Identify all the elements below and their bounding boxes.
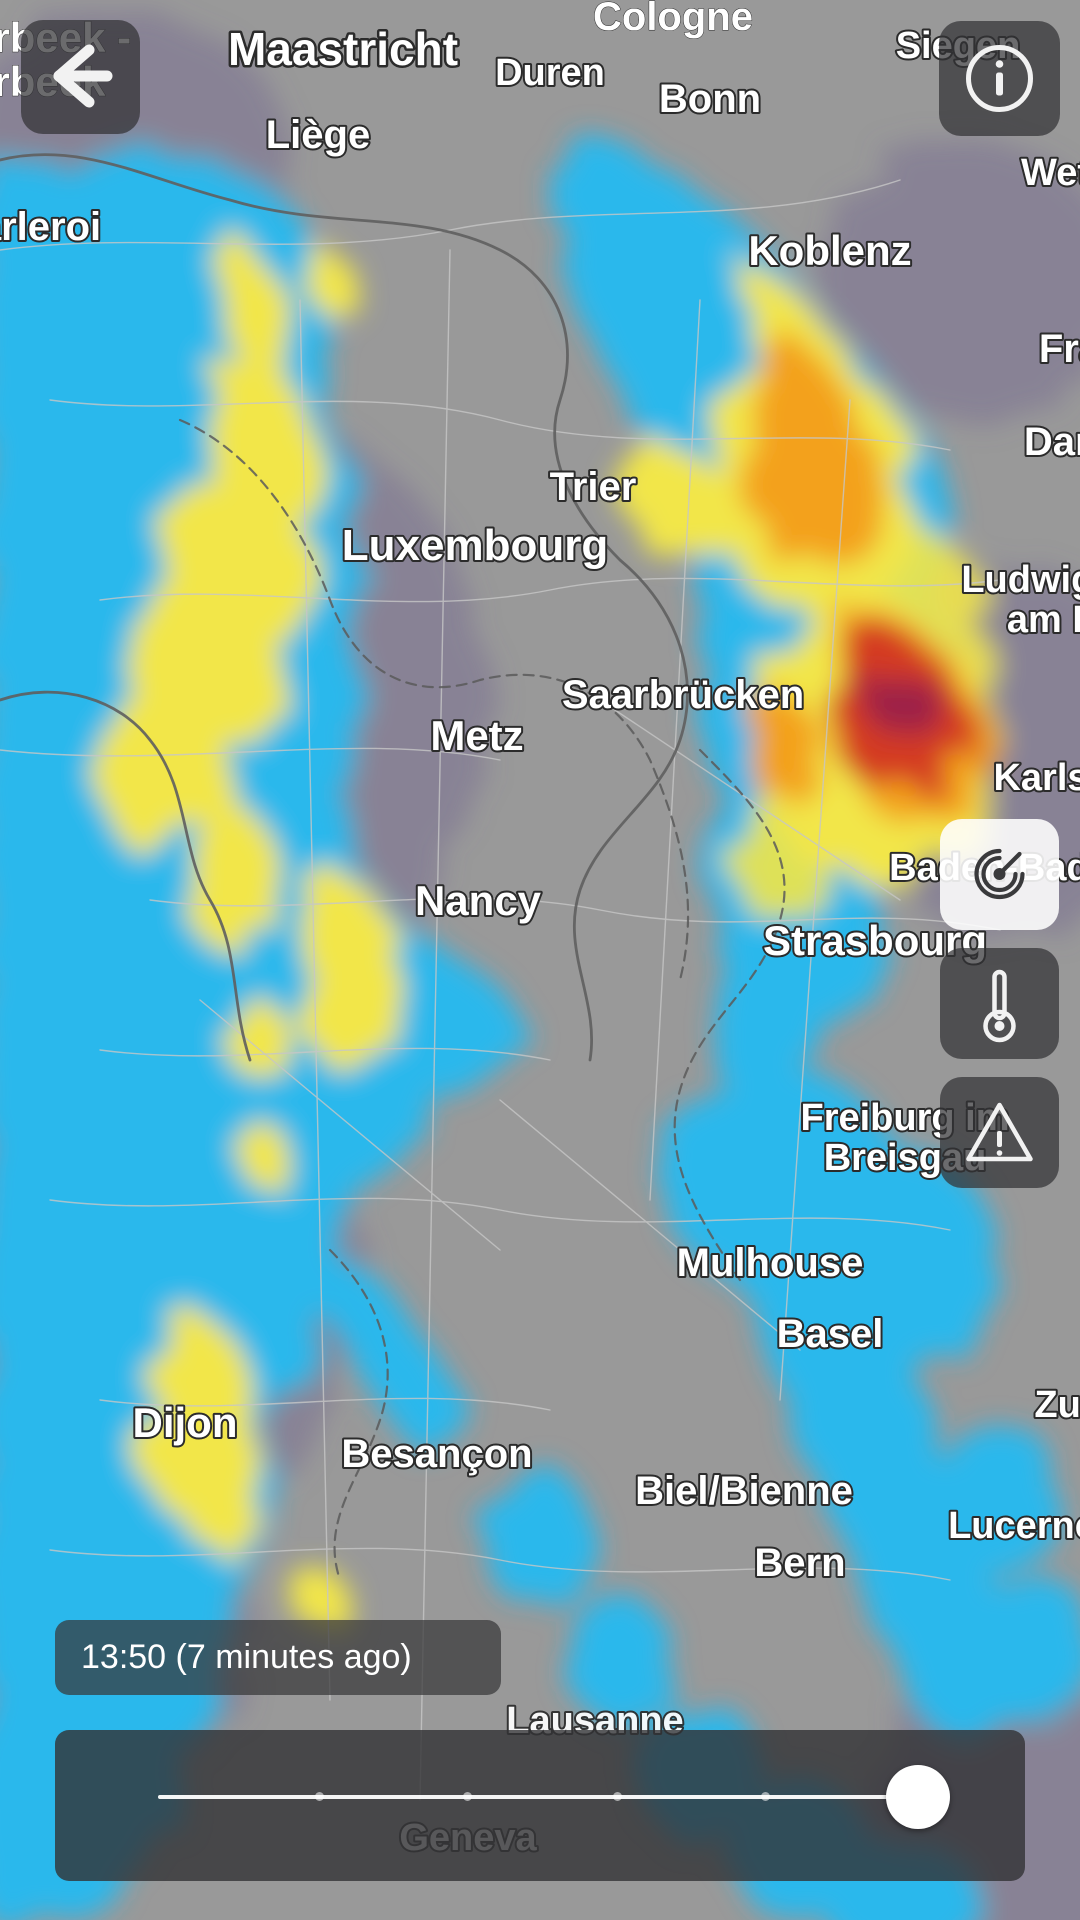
svg-text:Dijon: Dijon [133,1399,238,1446]
svg-text:Karlsru: Karlsru [993,757,1080,799]
svg-text:Besançon: Besançon [341,1432,532,1476]
svg-text:Maastricht: Maastricht [228,23,458,75]
svg-text:Metz: Metz [430,712,523,759]
svg-text:Bern: Bern [754,1541,845,1585]
svg-text:Saarbrücken: Saarbrücken [562,673,804,717]
svg-text:Luxembourg: Luxembourg [342,521,608,570]
svg-text:Koblenz: Koblenz [748,227,911,274]
svg-text:Darr: Darr [1024,420,1080,464]
svg-text:Liège: Liège [266,113,370,157]
svg-text:Nancy: Nancy [415,877,542,924]
svg-text:Duren: Duren [495,52,605,94]
svg-text:Cologne: Cologne [593,0,753,39]
svg-text:Fra: Fra [1039,327,1080,371]
svg-text:Bonn: Bonn [659,77,761,121]
svg-text:Trier: Trier [550,465,637,509]
svg-text:Biel/Bienne: Biel/Bienne [635,1469,853,1513]
svg-text:Basel: Basel [777,1312,884,1356]
svg-text:Mulhouse: Mulhouse [677,1241,864,1285]
svg-text:Wetz: Wetz [1021,152,1080,194]
svg-text:Ludwigsh: Ludwigsh [961,559,1080,601]
svg-text:arleroi: arleroi [0,205,101,249]
svg-text:am Rh: am Rh [1007,599,1080,641]
svg-text:Lucerne: Lucerne [948,1505,1080,1547]
svg-text:Zur: Zur [1034,1384,1080,1426]
